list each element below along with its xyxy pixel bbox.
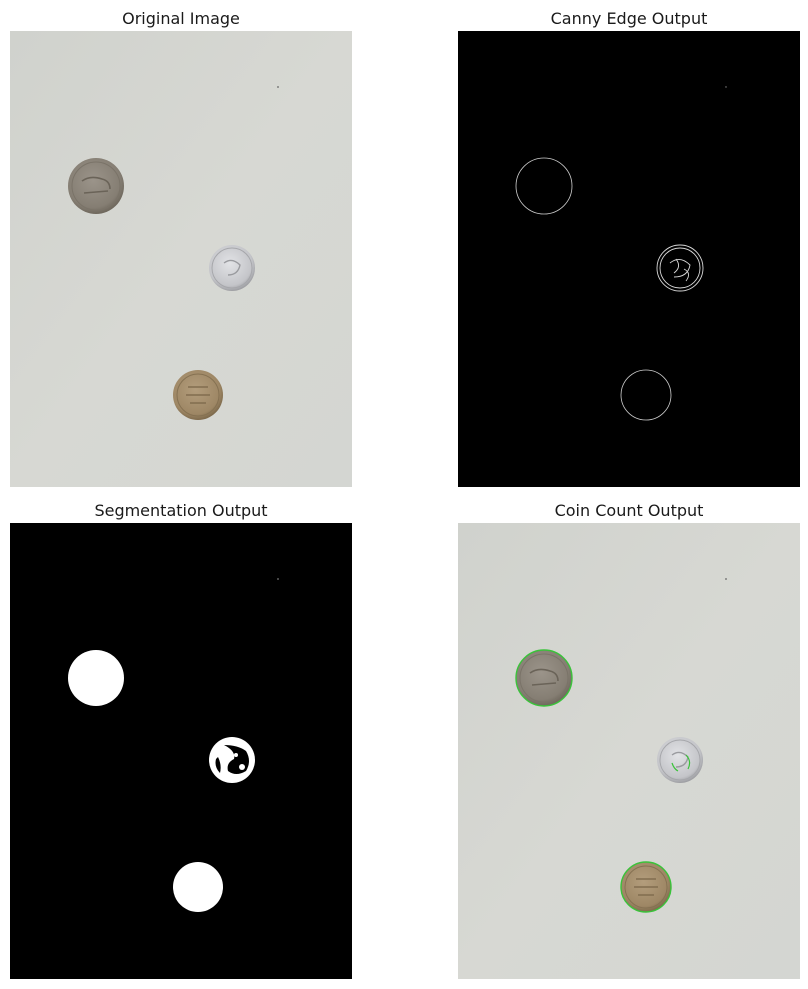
count-image	[458, 523, 800, 979]
panel-title-original: Original Image	[10, 9, 352, 28]
segmentation-image	[10, 523, 352, 979]
panel-title-segmentation: Segmentation Output	[10, 501, 352, 520]
coin-bronze	[173, 370, 223, 420]
original-image	[10, 31, 352, 487]
coin-silver	[209, 245, 255, 291]
panel-count: Coin Count Output	[458, 501, 800, 979]
count-coin-dark	[516, 650, 572, 706]
panel-original: Original Image	[10, 9, 352, 487]
canny-image	[458, 31, 800, 487]
count-coin-silver	[657, 737, 703, 783]
segmentation-silver	[209, 737, 255, 783]
count-coin-bronze	[621, 862, 671, 912]
coin-dark	[68, 158, 124, 214]
panel-segmentation: Segmentation Output	[10, 501, 352, 979]
panel-title-count: Coin Count Output	[458, 501, 800, 520]
panel-title-canny: Canny Edge Output	[458, 9, 800, 28]
panel-canny: Canny Edge Output	[458, 9, 800, 487]
